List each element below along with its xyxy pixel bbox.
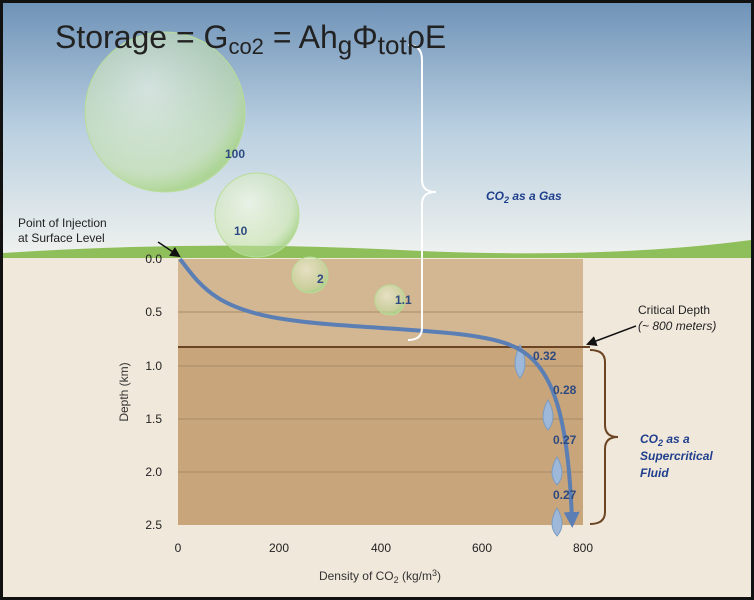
- label-part: as a Gas: [509, 189, 562, 203]
- label-part: Density of CO: [319, 569, 394, 583]
- page: {"title": {"parts": ["Storage = G", "co2…: [0, 0, 754, 600]
- label-part: (kg/m: [399, 569, 432, 583]
- title-part: Φ: [352, 19, 378, 55]
- injection-label: at Surface Level: [18, 231, 105, 245]
- x-tick-label: 200: [269, 541, 289, 555]
- fluid-label: Supercritical: [640, 449, 713, 463]
- bubble-label: 100: [225, 147, 245, 161]
- label-part: as a: [663, 432, 690, 446]
- x-tick-label: 0: [175, 541, 182, 555]
- title-part: ρE: [407, 19, 447, 55]
- diagram: Storage = Gco2 = AhgΦtotρE Point of Inje…: [0, 0, 754, 600]
- bubble-label: 2: [317, 272, 324, 286]
- bubble: [215, 173, 299, 257]
- droplet-label: 0.28: [553, 383, 577, 397]
- label-part: CO: [486, 189, 505, 203]
- x-tick-label: 400: [371, 541, 391, 555]
- y-tick-label: 1.0: [145, 359, 162, 373]
- y-tick-label: 2.5: [145, 518, 162, 532]
- x-tick-label: 600: [472, 541, 492, 555]
- droplet-label: 0.27: [553, 433, 577, 447]
- x-tick-label: 800: [573, 541, 593, 555]
- bubble-label: 1.1: [395, 293, 412, 307]
- bubble-label: 10: [234, 224, 248, 238]
- gas-label: CO2 as a Gas: [486, 189, 562, 205]
- y-axis-title: Depth (km): [117, 362, 131, 421]
- y-tick-label: 0.5: [145, 305, 162, 319]
- fluid-label: CO2 as a: [640, 432, 690, 448]
- x-axis-title: Density of CO2 (kg/m3): [319, 568, 441, 585]
- label-part: ): [437, 569, 441, 583]
- title-sub: tot: [378, 30, 408, 60]
- injection-label: Point of Injection: [18, 216, 107, 230]
- title-sub: g: [338, 30, 352, 60]
- bubble: [85, 32, 245, 192]
- droplet-label: 0.27: [553, 488, 577, 502]
- title-sub: co2: [228, 34, 263, 59]
- y-tick-label: 0.0: [145, 252, 162, 266]
- title-part: = Ah: [264, 19, 338, 55]
- y-tick-label: 2.0: [145, 465, 162, 479]
- title-part: Storage = G: [55, 19, 228, 55]
- fluid-label: Fluid: [640, 466, 669, 480]
- y-tick-label: 1.5: [145, 412, 162, 426]
- droplet-label: 0.32: [533, 349, 557, 363]
- critical-depth-label: (~ 800 meters): [638, 319, 716, 333]
- label-part: CO: [640, 432, 659, 446]
- critical-depth-label: Critical Depth: [638, 303, 710, 317]
